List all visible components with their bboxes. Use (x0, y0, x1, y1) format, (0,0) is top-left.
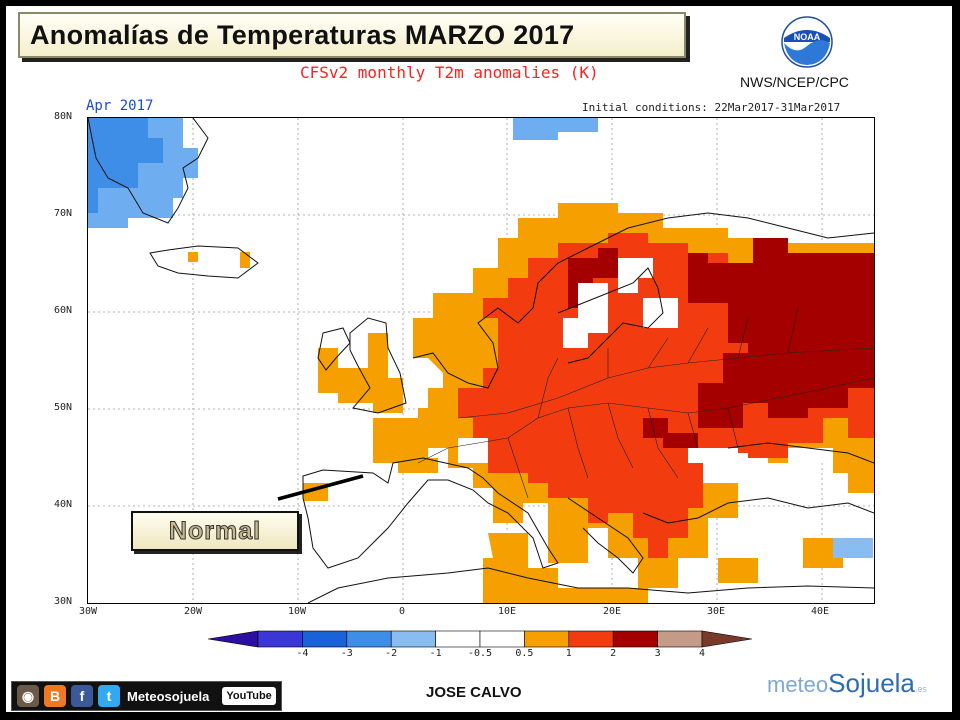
coastlines (88, 118, 874, 603)
legend-label: 3 (654, 648, 661, 659)
facebook-icon[interactable]: f (71, 685, 93, 707)
instagram-icon[interactable]: ◉ (17, 685, 39, 707)
lon-label: 0 (398, 606, 406, 617)
lat-label: 60N (54, 305, 73, 316)
legend-label: 2 (610, 648, 617, 659)
legend-color-cell (479, 630, 525, 648)
legend-color-cell (435, 630, 481, 648)
brand-logo: meteoSojuela.es (767, 668, 927, 699)
legend-color-cell (568, 630, 614, 648)
title-banner: Anomalías de Temperaturas MARZO 2017 (18, 12, 686, 58)
legend-label: 0.5 (515, 648, 534, 659)
legend-color-cell (257, 630, 303, 648)
forecast-period: Apr 2017 (86, 98, 154, 114)
lon-label: 40E (810, 606, 830, 617)
noaa-logo-icon: NOAA (781, 16, 833, 68)
legend-label: -1 (429, 648, 442, 659)
lat-label: 70N (54, 208, 73, 219)
map-canvas (88, 118, 874, 603)
legend-label: -3 (340, 648, 353, 659)
legend-color-cell (302, 630, 348, 648)
legend-arrow-right (701, 630, 752, 648)
legend-label: -4 (296, 648, 309, 659)
lon-label: 30W (78, 606, 98, 617)
twitter-icon[interactable]: t (98, 685, 120, 707)
lon-label: 10W (287, 606, 307, 617)
page-title: Anomalías de Temperaturas MARZO 2017 (30, 19, 575, 50)
legend-arrow-left (208, 630, 259, 648)
anomaly-map (87, 117, 875, 604)
legend-color-cell (657, 630, 703, 648)
lon-label: 30E (706, 606, 726, 617)
lat-label: 40N (54, 499, 73, 510)
color-legend (208, 630, 752, 648)
brand-logo-part1: meteo (767, 672, 829, 697)
lat-label: 30N (54, 596, 73, 607)
legend-color-cell (524, 630, 570, 648)
legend-label: -0.5 (467, 648, 493, 659)
country-borders (417, 307, 874, 499)
lat-label: 80N (54, 111, 73, 122)
noaa-logo-text: NOAA (794, 32, 821, 42)
brand-logo-suffix: .es (914, 684, 927, 694)
legend-color-cell (390, 630, 436, 648)
initial-conditions: Initial conditions: 22Mar2017-31Mar2017 (582, 101, 841, 114)
legend-label: 1 (565, 648, 572, 659)
social-bar: ◉ B f t Meteosojuela YouTube (11, 681, 282, 711)
normal-annotation: Normal (131, 511, 299, 551)
legend-label: -2 (385, 648, 398, 659)
youtube-icon[interactable]: YouTube (222, 687, 276, 705)
legend-color-cell (612, 630, 658, 648)
lon-label: 10E (497, 606, 517, 617)
lon-label: 20E (602, 606, 622, 617)
lon-label: 20W (183, 606, 203, 617)
chart-subtitle: CFSv2 monthly T2m anomalies (K) (300, 63, 599, 82)
agency-label: NWS/NCEP/CPC (740, 74, 849, 90)
social-handle: Meteosojuela (127, 688, 210, 704)
legend-color-cell (346, 630, 392, 648)
brand-logo-part2: Sojuela (828, 668, 915, 698)
author-name: JOSE CALVO (426, 684, 522, 701)
lat-label: 50N (54, 402, 73, 413)
legend-label: 4 (698, 648, 706, 659)
blogger-icon[interactable]: B (44, 685, 66, 707)
normal-annotation-text: Normal (168, 516, 262, 545)
